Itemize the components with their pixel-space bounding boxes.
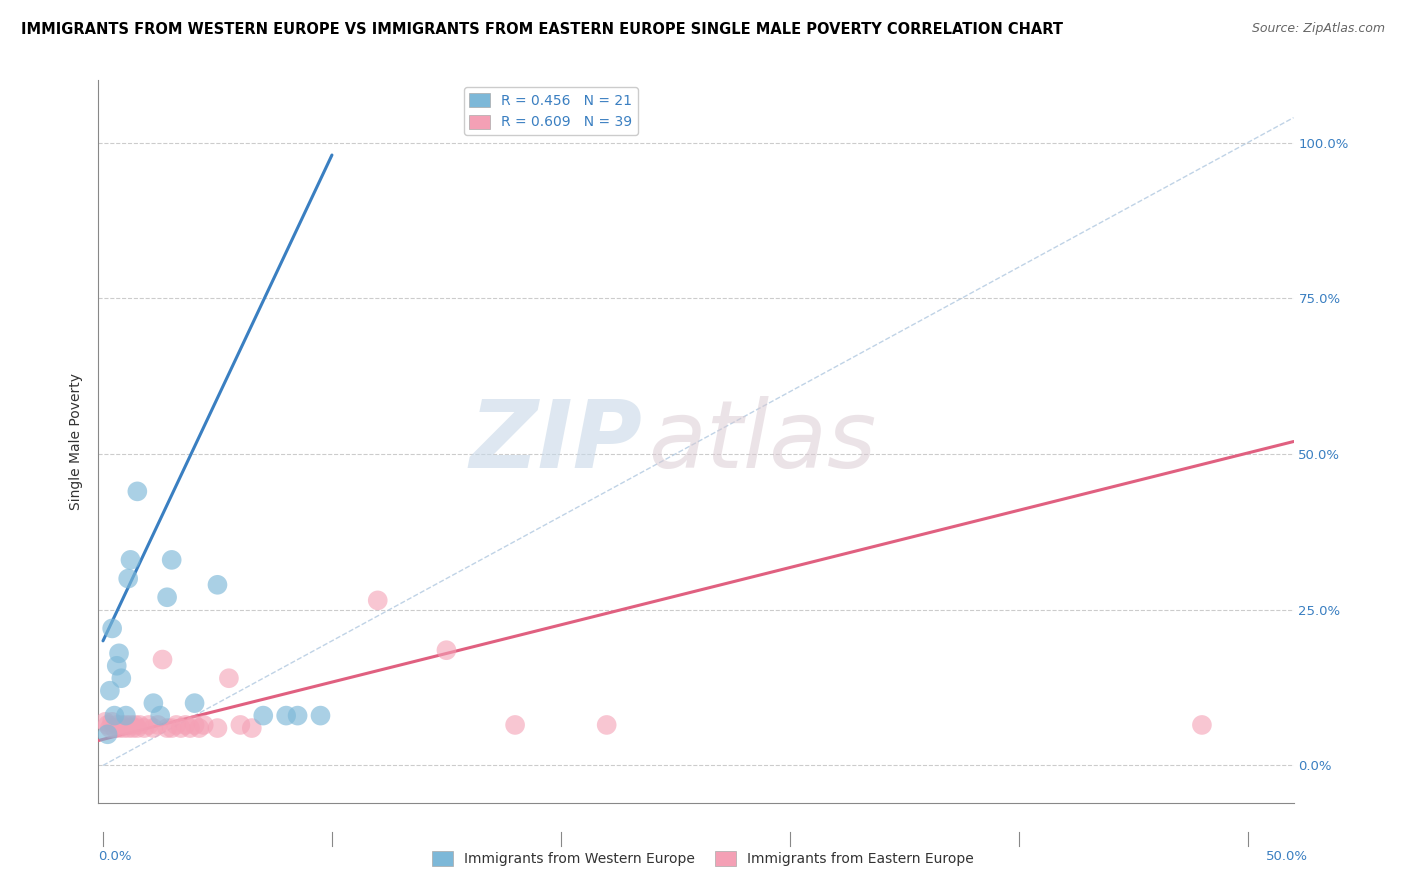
Point [229, 718, 252, 732]
Point [240, 721, 263, 735]
Point [436, 643, 458, 657]
Point [103, 708, 125, 723]
Point [218, 671, 240, 685]
Legend: R = 0.456   N = 21, R = 0.609   N = 39: R = 0.456 N = 21, R = 0.609 N = 39 [464, 87, 638, 135]
Point [160, 721, 183, 735]
Point [188, 721, 211, 735]
Point [97, 718, 120, 732]
Point [94, 714, 117, 729]
Point [309, 708, 332, 723]
Point [117, 572, 139, 586]
Point [149, 708, 172, 723]
Point [595, 718, 617, 732]
Point [120, 718, 142, 732]
Point [170, 721, 193, 735]
Point [183, 696, 205, 710]
Text: atlas: atlas [648, 396, 876, 487]
Point [207, 578, 229, 592]
Point [127, 484, 149, 499]
Point [252, 708, 274, 723]
Point [193, 718, 215, 732]
Text: IMMIGRANTS FROM WESTERN EUROPE VS IMMIGRANTS FROM EASTERN EUROPE SINGLE MALE POV: IMMIGRANTS FROM WESTERN EUROPE VS IMMIGR… [21, 22, 1063, 37]
Point [367, 593, 389, 607]
Legend: Immigrants from Western Europe, Immigrants from Eastern Europe: Immigrants from Western Europe, Immigran… [426, 846, 980, 871]
Point [98, 721, 121, 735]
Y-axis label: Single Male Poverty: Single Male Poverty [69, 373, 83, 510]
Point [142, 696, 165, 710]
Text: 50.0%: 50.0% [1265, 850, 1308, 863]
Point [108, 646, 131, 660]
Point [101, 621, 124, 635]
Point [124, 718, 146, 732]
Point [128, 718, 150, 732]
Point [165, 718, 187, 732]
Point [112, 721, 135, 735]
Point [156, 721, 179, 735]
Point [207, 721, 229, 735]
Point [110, 671, 132, 685]
Point [1191, 718, 1213, 732]
Point [120, 553, 142, 567]
Point [138, 718, 160, 732]
Point [121, 721, 143, 735]
Point [115, 718, 138, 732]
Point [276, 708, 298, 723]
Point [156, 591, 179, 605]
Point [179, 721, 201, 735]
Point [105, 718, 128, 732]
Point [160, 553, 183, 567]
Point [127, 721, 149, 735]
Point [103, 721, 125, 735]
Point [115, 708, 138, 723]
Point [503, 718, 526, 732]
Point [108, 721, 131, 735]
Point [287, 708, 309, 723]
Point [152, 652, 174, 666]
Point [183, 718, 205, 732]
Text: 0.0%: 0.0% [98, 850, 132, 863]
Point [134, 721, 156, 735]
Point [98, 683, 121, 698]
Point [110, 718, 132, 732]
Point [146, 718, 169, 732]
Text: ZIP: ZIP [470, 395, 643, 488]
Point [105, 658, 128, 673]
Point [142, 721, 165, 735]
Point [97, 727, 120, 741]
Text: Source: ZipAtlas.com: Source: ZipAtlas.com [1251, 22, 1385, 36]
Point [117, 721, 139, 735]
Point [101, 714, 124, 729]
Point [174, 718, 197, 732]
